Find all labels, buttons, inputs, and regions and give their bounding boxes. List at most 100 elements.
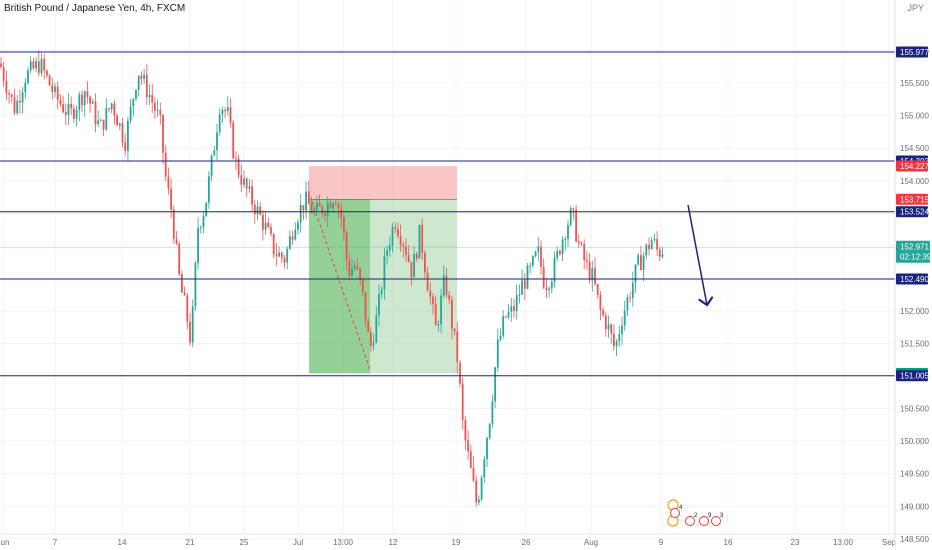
candle-body <box>208 176 210 203</box>
candle-body <box>67 103 70 115</box>
candle-body <box>480 477 483 500</box>
candle-body <box>256 206 259 215</box>
x-tick-label: Sep <box>882 538 897 547</box>
candle-body <box>167 176 170 189</box>
candle-body <box>102 119 105 130</box>
candle-body <box>145 74 148 98</box>
candle-body <box>577 241 580 244</box>
price-tag-bg <box>896 160 928 172</box>
candle-body <box>294 229 297 240</box>
price-tag-label: 155.977 <box>900 48 929 57</box>
candle-body <box>13 96 16 114</box>
candle-body <box>2 67 5 81</box>
down-arrow[interactable] <box>687 204 707 305</box>
candle-body <box>402 244 405 247</box>
candle-body <box>513 306 515 312</box>
candle-body <box>537 246 540 252</box>
price-tag: 154.227 <box>896 160 929 172</box>
y-tick-label: 154.500 <box>900 144 929 153</box>
candle-body <box>653 238 656 241</box>
candle-body <box>48 75 51 86</box>
candle-body <box>383 255 386 290</box>
event-marker-icon[interactable] <box>670 508 680 518</box>
horizontal-levels[interactable] <box>0 51 895 377</box>
candle-body <box>594 268 596 285</box>
candle-body <box>618 334 621 342</box>
candle-body <box>32 61 35 69</box>
candle-body <box>272 233 275 255</box>
candle-body <box>648 244 650 250</box>
candle-body <box>19 100 21 103</box>
candle-body <box>604 315 607 330</box>
candle-body <box>124 142 127 151</box>
candle-body <box>478 499 480 503</box>
short-position-tool[interactable] <box>309 165 457 374</box>
candle-body <box>56 86 59 100</box>
candle-body <box>302 205 305 211</box>
candle-body <box>16 100 19 114</box>
event-count-label: 3 <box>720 513 724 519</box>
candle-body <box>202 216 205 228</box>
candle-body <box>73 108 75 119</box>
candle-body <box>545 287 548 291</box>
candle-body <box>10 94 13 97</box>
candle-body <box>637 255 640 265</box>
candle-body <box>502 316 505 336</box>
candle-body <box>70 103 73 109</box>
candle-body <box>148 95 151 98</box>
last-price-label: 152.971 <box>900 243 929 252</box>
candle-body <box>0 63 2 68</box>
projection-arrow[interactable] <box>687 204 707 305</box>
candle-body <box>251 186 253 205</box>
candle-body <box>137 75 140 90</box>
candle-body <box>634 264 637 283</box>
candle-body <box>345 232 348 261</box>
candle-body <box>121 123 124 143</box>
candle-body <box>610 324 613 334</box>
y-tick-label: 149.500 <box>900 470 929 479</box>
event-count-label: 9 <box>708 513 712 519</box>
event-marker-icon[interactable] <box>699 516 709 526</box>
candlesticks <box>0 50 664 507</box>
candle-body <box>286 248 289 263</box>
price-tag-bg <box>896 193 928 205</box>
candle-body <box>108 108 110 110</box>
candle-body <box>24 82 27 93</box>
event-badges[interactable]: 4 2 9 3 <box>667 499 724 527</box>
x-tick-label: 9 <box>659 538 664 547</box>
candle-body <box>378 293 380 316</box>
y-tick-label: 155.500 <box>900 79 929 88</box>
y-tick-label: 150.500 <box>900 405 929 414</box>
candle-body <box>372 342 375 346</box>
candle-body <box>81 94 83 106</box>
candle-body <box>467 440 469 452</box>
candle-body <box>599 294 602 311</box>
candle-body <box>154 102 156 111</box>
candle-body <box>356 265 359 269</box>
candle-body <box>564 238 567 240</box>
candle-body <box>529 265 532 267</box>
event-marker-icon[interactable] <box>685 516 695 526</box>
candle-body <box>459 362 461 384</box>
y-tick-label: 151.500 <box>900 340 929 349</box>
candle-body <box>432 296 434 305</box>
candle-body <box>183 292 186 296</box>
y-tick-label: 149.000 <box>900 502 929 511</box>
candle-body <box>253 204 256 215</box>
candle-body <box>540 246 542 267</box>
candle-body <box>461 383 464 420</box>
stop-loss-zone[interactable] <box>309 165 457 200</box>
candle-body <box>199 227 202 229</box>
candle-body <box>426 272 429 291</box>
candle-body <box>550 281 553 289</box>
candle-body <box>189 321 191 343</box>
event-count-label: 4 <box>679 505 683 511</box>
x-tick-label: 7 <box>53 538 58 547</box>
price-tag-bg <box>896 46 928 58</box>
candle-body <box>270 227 272 234</box>
candle-body <box>329 202 332 209</box>
candle-body <box>280 252 283 258</box>
candle-body <box>534 251 537 257</box>
event-marker-icon[interactable] <box>711 516 721 526</box>
